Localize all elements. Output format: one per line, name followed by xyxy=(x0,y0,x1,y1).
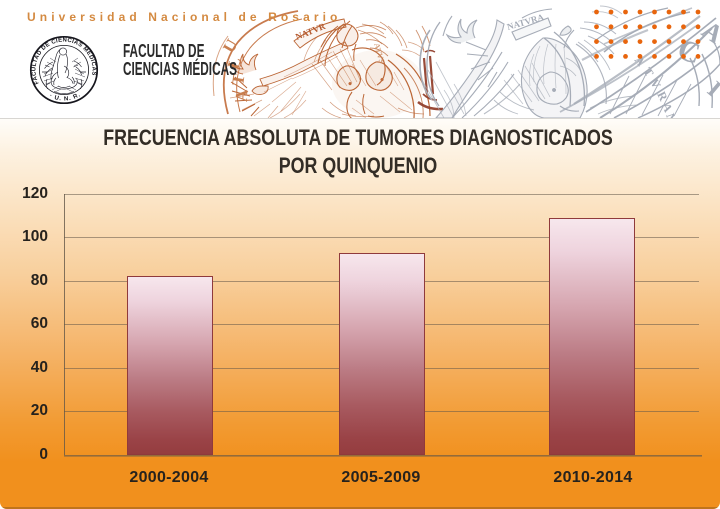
svg-text:N: N xyxy=(663,112,679,118)
svg-text:T: T xyxy=(228,72,248,87)
svg-text:T: T xyxy=(641,65,657,79)
svg-text:L: L xyxy=(224,55,245,71)
svg-text:R: R xyxy=(654,89,671,103)
svg-text:A: A xyxy=(232,89,251,102)
